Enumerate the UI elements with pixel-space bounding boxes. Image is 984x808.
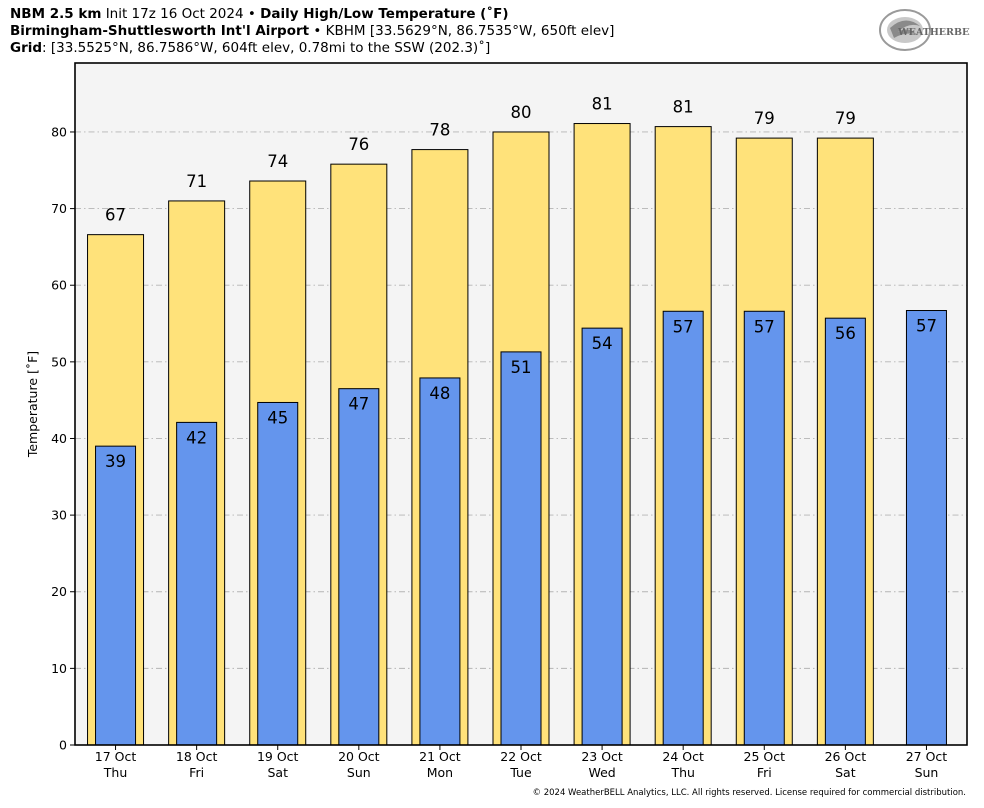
- x-tick-day-label: Sun: [915, 765, 939, 780]
- x-tick-date-label: 26 Oct: [825, 749, 867, 764]
- low-temp-label: 39: [105, 452, 126, 471]
- header-line-1: NBM 2.5 km Init 17z 16 Oct 2024 • Daily …: [10, 6, 614, 23]
- high-temp-label: 74: [267, 152, 288, 171]
- x-tick-date-label: 24 Oct: [662, 749, 704, 764]
- y-tick-label: 20: [51, 584, 67, 599]
- grid-coords: : [33.5525°N, 86.7586°W, 604ft elev, 0.7…: [42, 40, 491, 56]
- chart-header: NBM 2.5 km Init 17z 16 Oct 2024 • Daily …: [10, 6, 614, 57]
- y-tick-label: 30: [51, 508, 67, 523]
- separator: •: [243, 6, 261, 22]
- low-temp-bar: [257, 401, 299, 746]
- y-axis-label: Temperature [˚F]: [25, 351, 40, 458]
- logo-text: WEATHERBELL: [897, 27, 970, 38]
- x-tick-date-label: 18 Oct: [176, 749, 218, 764]
- x-tick-date-label: 20 Oct: [338, 749, 380, 764]
- y-tick-label: 70: [51, 201, 67, 216]
- x-tick-day-label: Sat: [835, 765, 856, 780]
- x-tick-day-label: Mon: [427, 765, 453, 780]
- high-temp-label: 79: [835, 109, 856, 128]
- station-name: Birmingham-Shuttlesworth Int'l Airport: [10, 23, 310, 39]
- high-temp-label: 76: [348, 135, 369, 154]
- x-tick-day-label: Wed: [588, 765, 615, 780]
- x-tick-date-label: 19 Oct: [257, 749, 299, 764]
- grid-label: Grid: [10, 40, 43, 56]
- x-tick-day-label: Fri: [189, 765, 204, 780]
- x-tick-date-label: 21 Oct: [419, 749, 461, 764]
- station-coords: KBHM [33.5629°N, 86.7535°W, 650ft elev]: [325, 23, 615, 39]
- init-time: Init 17z 16 Oct 2024: [105, 6, 244, 22]
- low-temp-bar: [743, 310, 785, 746]
- y-tick-label: 10: [51, 661, 67, 676]
- bars: [87, 123, 947, 746]
- x-tick-day-label: Thu: [670, 765, 694, 780]
- header-line-2: Birmingham-Shuttlesworth Int'l Airport •…: [10, 23, 614, 40]
- x-tick-day-label: Sun: [347, 765, 371, 780]
- low-temp-label: 57: [916, 317, 937, 336]
- low-temp-bar: [662, 310, 704, 746]
- low-temp-bar: [500, 351, 542, 746]
- x-tick-date-label: 25 Oct: [744, 749, 786, 764]
- high-temp-label: 81: [673, 98, 694, 117]
- separator: •: [309, 23, 326, 39]
- data-labels: 67 71 74 76 78 80 81 81 79 79 39 42 45 47 48 51 54 57 57 56…: [105, 95, 937, 472]
- y-tick-label: 60: [51, 278, 67, 293]
- y-tick-label: 0: [59, 738, 67, 753]
- low-temp-bar: [581, 327, 623, 746]
- low-temp-bar: [824, 317, 866, 746]
- x-tick-date-label: 27 Oct: [906, 749, 948, 764]
- low-temp-label: 51: [511, 358, 532, 377]
- low-temp-label: 47: [348, 395, 369, 414]
- x-tick-day-label: Thu: [103, 765, 127, 780]
- low-temp-bar: [905, 310, 947, 746]
- low-temp-label: 57: [754, 317, 775, 336]
- high-temp-label: 80: [511, 103, 532, 122]
- low-temp-label: 42: [186, 428, 207, 447]
- chart-title: Daily High/Low Temperature (˚F): [260, 6, 509, 22]
- model-name: NBM 2.5 km: [10, 6, 102, 22]
- low-temp-label: 56: [835, 324, 856, 343]
- y-tick-label: 40: [51, 431, 67, 446]
- low-temp-label: 48: [429, 384, 450, 403]
- high-temp-label: 67: [105, 206, 126, 225]
- y-tick-label: 80: [51, 124, 67, 139]
- low-temp-bar: [419, 377, 461, 746]
- low-temp-label: 57: [673, 317, 694, 336]
- high-temp-label: 79: [754, 109, 775, 128]
- header-line-3: Grid: [33.5525°N, 86.7586°W, 604ft elev,…: [10, 40, 614, 57]
- x-tick-day-label: Tue: [509, 765, 532, 780]
- high-temp-label: 71: [186, 172, 207, 191]
- x-tick-date-label: 22 Oct: [500, 749, 542, 764]
- x-tick-day-label: Sat: [267, 765, 288, 780]
- y-axis: 0 10 20 30 40 50 60 70 80: [51, 124, 75, 753]
- low-temp-bar: [176, 421, 218, 746]
- copyright-notice: © 2024 WeatherBELL Analytics, LLC. All r…: [532, 788, 966, 798]
- low-temp-label: 54: [592, 334, 613, 353]
- high-temp-label: 81: [592, 95, 613, 114]
- low-temp-bar: [95, 445, 137, 746]
- x-tick-date-label: 23 Oct: [581, 749, 623, 764]
- y-tick-label: 50: [51, 354, 67, 369]
- low-temp-bar: [338, 388, 380, 746]
- low-temp-label: 45: [267, 408, 288, 427]
- high-temp-label: 78: [429, 121, 450, 140]
- x-tick-date-label: 17 Oct: [95, 749, 137, 764]
- x-tick-day-label: Fri: [757, 765, 772, 780]
- weatherbell-logo: WEATHERBELL: [879, 9, 970, 51]
